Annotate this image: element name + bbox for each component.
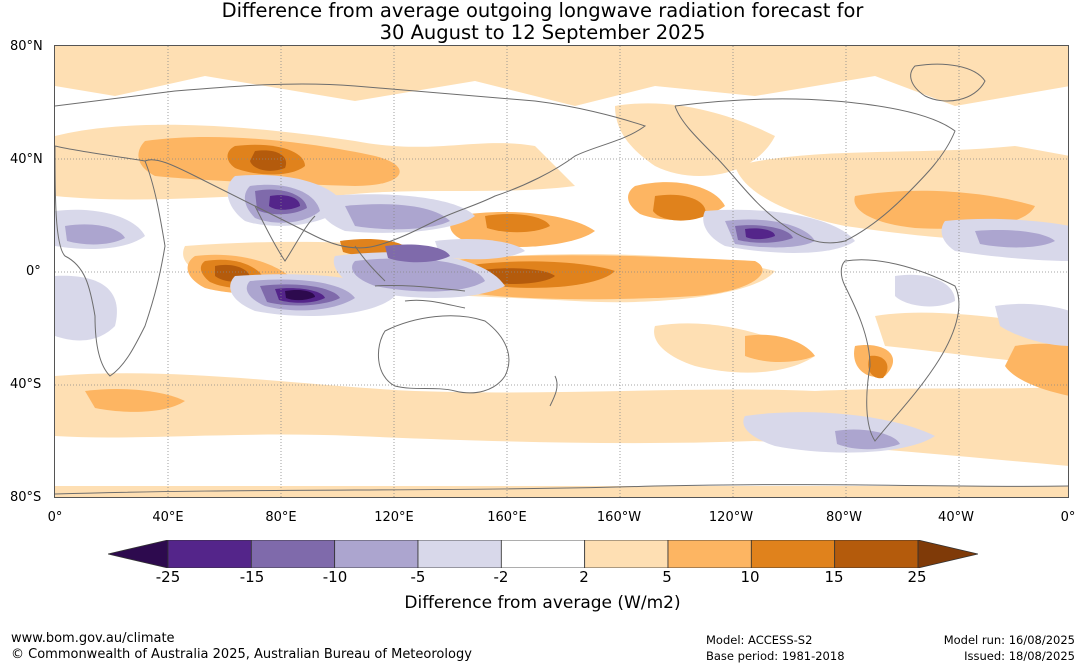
colorbar-segment: [500, 540, 586, 568]
colorbar-tick: 10: [740, 568, 760, 586]
colorbar-segment: [167, 540, 252, 568]
lat-label-80s: 80°S: [10, 490, 42, 505]
colorbar-tick: -2: [493, 568, 509, 586]
colorbar-tick: -25: [155, 568, 181, 586]
colorbar-segment: [584, 540, 669, 568]
title-line-2: 30 August to 12 September 2025: [379, 21, 706, 44]
lon-label-0-right: 0°: [1060, 510, 1076, 525]
colorbar-tick: -15: [239, 568, 265, 586]
lon-label-0-left: 0°: [47, 510, 63, 525]
footer-website: www.bom.gov.au/climate: [11, 631, 175, 646]
lon-label-120w: 120°W: [708, 510, 754, 525]
footer-base-period: Base period: 1981-2018: [706, 649, 845, 663]
colorbar-tick: 5: [662, 568, 672, 586]
lat-label-0: 0°: [26, 264, 41, 279]
footer-model: Model: ACCESS-S2: [706, 633, 813, 647]
lon-label-120e: 120°E: [374, 510, 414, 525]
footer-copyright: © Commonwealth of Australia 2025, Austra…: [11, 647, 472, 662]
lon-label-80w: 80°W: [826, 510, 862, 525]
colorbar-segment: [250, 540, 336, 568]
colorbar-extend-high: [917, 540, 978, 568]
colorbar: [108, 540, 978, 568]
colorbar-extend-low: [108, 540, 169, 568]
colorbar-tick: -10: [322, 568, 348, 586]
lon-label-80e: 80°E: [265, 510, 297, 525]
negative-anomaly-extreme: [285, 289, 315, 301]
colorbar-segment: [334, 540, 419, 568]
lat-label-40s: 40°S: [10, 377, 42, 392]
footer-model-run: Model run: 16/08/2025: [943, 633, 1075, 647]
colorbar-tick: -5: [410, 568, 426, 586]
map-gridlines: [55, 46, 1068, 497]
title-line-1: Difference from average outgoing longwav…: [221, 0, 864, 22]
colorbar-segments: [108, 540, 978, 568]
colorbar-segment: [417, 540, 502, 568]
lat-label-40n: 40°N: [10, 152, 43, 167]
colorbar-title: Difference from average (W/m2): [404, 593, 681, 613]
map-canvas: [55, 46, 1068, 497]
colorbar-tick: 2: [579, 568, 589, 586]
colorbar-segment: [750, 540, 836, 568]
footer-issued: Issued: 18/08/2025: [964, 649, 1075, 663]
lon-label-40w: 40°W: [938, 510, 974, 525]
coastlines: [55, 63, 1068, 495]
colorbar-segment: [834, 540, 919, 568]
colorbar-segment: [667, 540, 752, 568]
chart-title: Difference from average outgoing longwav…: [0, 0, 1085, 44]
colorbar-tick: 15: [824, 568, 844, 586]
olr-anomaly-map: [54, 45, 1069, 498]
lat-label-80n: 80°N: [10, 39, 43, 54]
lon-label-160w: 160°W: [596, 510, 642, 525]
lon-label-160e: 160°E: [487, 510, 527, 525]
lon-label-40e: 40°E: [152, 510, 184, 525]
colorbar-tick: 25: [907, 568, 927, 586]
